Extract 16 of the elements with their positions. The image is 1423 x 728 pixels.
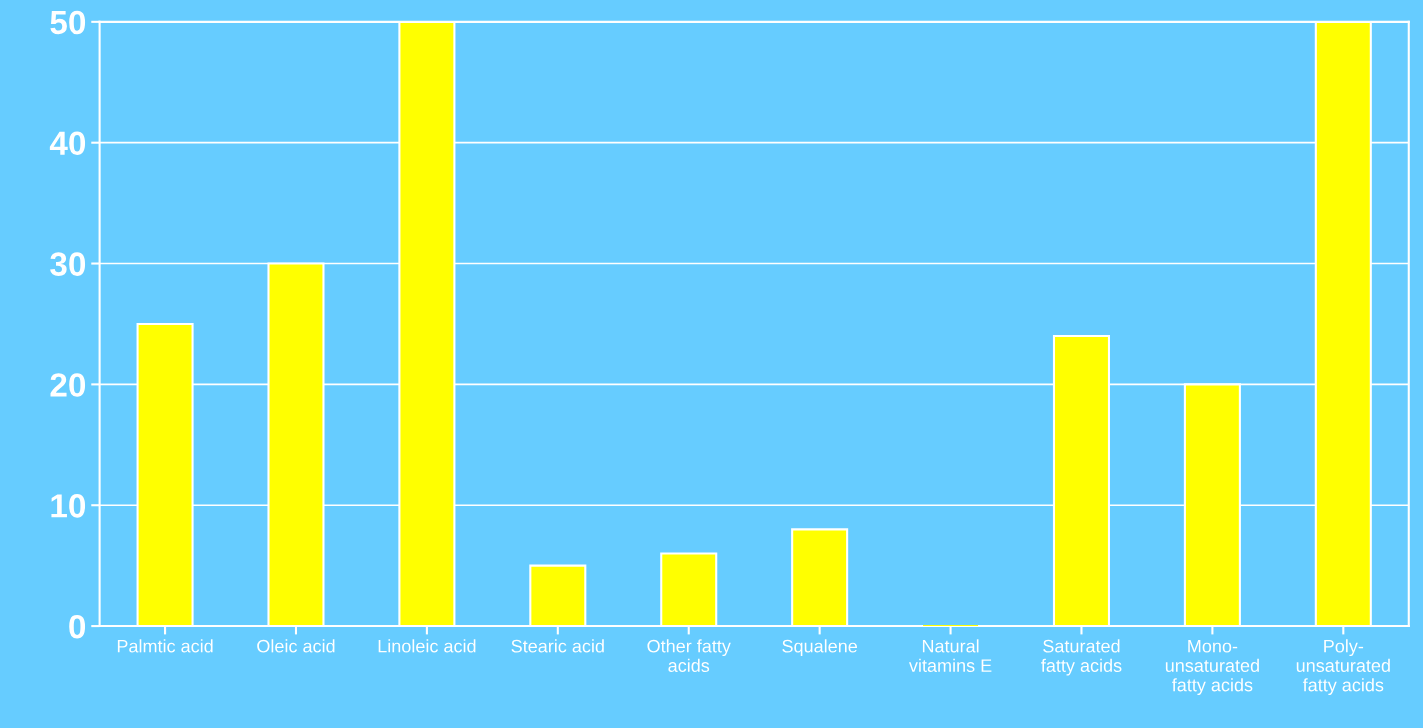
y-tick-label: 0 — [69, 614, 86, 639]
x-tick-label: Poly- unsaturated fatty acids — [1296, 639, 1390, 695]
y-tick-label: 40 — [49, 131, 86, 156]
x-tick-label: Squalene — [782, 639, 857, 657]
x-tick-label: Other fatty acids — [647, 639, 731, 672]
x-tick-label: Palmtic acid — [117, 639, 213, 653]
y-tick-label: 10 — [51, 494, 86, 518]
x-tick-label: Saturated fatty acids — [1041, 639, 1122, 676]
x-tick-label: Linoleic acid — [378, 639, 476, 653]
x-tick-label: Mono- unsaturated fatty acids — [1165, 639, 1259, 695]
x-tick-label: Natural vitamins E — [908, 639, 992, 672]
y-tick-label: 20 — [50, 373, 86, 397]
y-tick-label: 50 — [50, 10, 86, 35]
x-tick-label: Stearic acid — [511, 639, 604, 653]
x-tick-label: Oleic acid — [257, 639, 335, 653]
y-tick-label: 30 — [50, 252, 86, 276]
